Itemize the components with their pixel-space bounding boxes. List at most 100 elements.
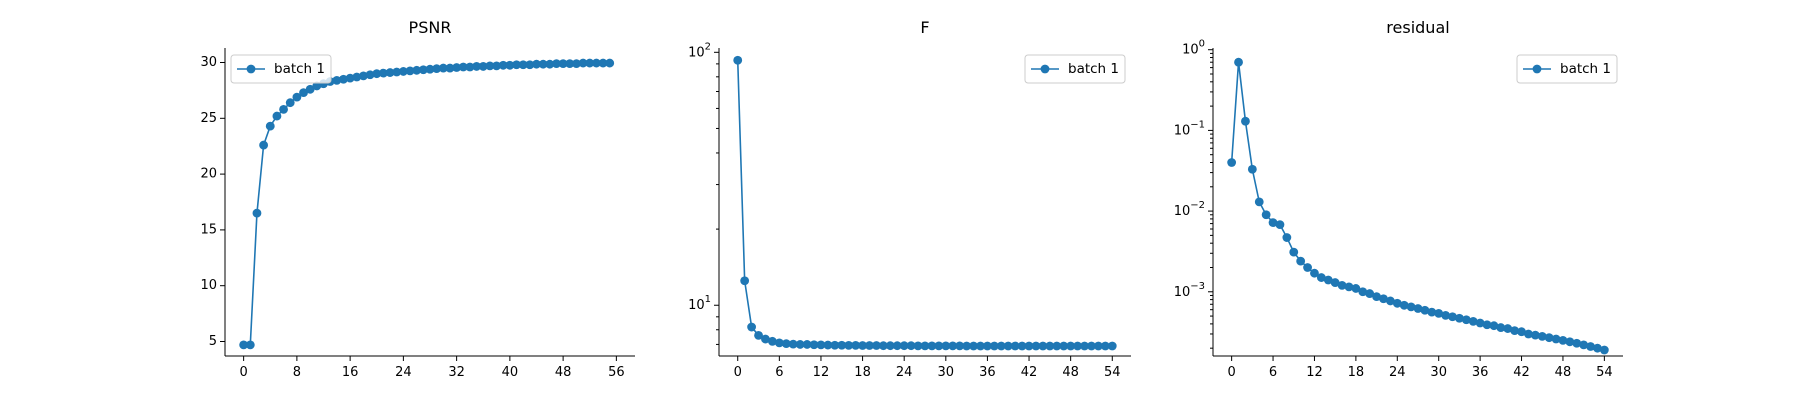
data-point [558, 59, 568, 69]
x-tick-label: 0 [1227, 365, 1235, 380]
y-tick-label: 10−1 [1174, 119, 1205, 138]
y-tick-label: 101 [688, 294, 711, 313]
data-point [1247, 164, 1257, 174]
data-point [1038, 341, 1048, 351]
data-point [1059, 341, 1069, 351]
data-point [372, 69, 382, 79]
data-point [1241, 116, 1250, 126]
data-point [1275, 220, 1285, 230]
data-point [1073, 341, 1082, 351]
data-point [989, 341, 999, 351]
data-point [1482, 320, 1492, 330]
y-tick-label: 10−2 [1174, 200, 1205, 219]
data-point [1392, 298, 1402, 308]
data-point [1365, 289, 1375, 298]
data-point [332, 75, 342, 85]
data-point [802, 340, 812, 349]
data-point [892, 341, 902, 351]
x-tick-label: 8 [293, 365, 301, 380]
data-point [552, 59, 561, 69]
data-point [1010, 341, 1020, 351]
chart-title: PSNR [409, 18, 452, 37]
data-point [259, 140, 269, 150]
data-point [837, 340, 847, 350]
legend-frame [1024, 54, 1126, 84]
data-point [532, 59, 541, 69]
data-point [885, 341, 895, 351]
data-point [518, 60, 528, 70]
data-point [1268, 218, 1278, 228]
data-point [379, 68, 388, 78]
data-point [941, 341, 951, 351]
x-tick-label: 36 [979, 365, 996, 380]
data-point [983, 341, 992, 351]
data-point [1420, 305, 1430, 315]
data-point [1579, 340, 1589, 350]
y-tick-label: 30 [200, 55, 217, 70]
data-point [1227, 158, 1237, 167]
subplot-3: residual 0 6 12 18 24 30 36 42 48 54 10−3 10−2 10−1 10… [1174, 18, 1623, 380]
data-point [392, 67, 402, 77]
data-point [1468, 316, 1478, 326]
x-tick-label: 18 [1348, 365, 1365, 380]
data-point [425, 64, 435, 74]
data-point [1496, 323, 1506, 332]
data-point [1330, 278, 1340, 287]
y-tick-label: 102 [688, 41, 711, 60]
x-tick-label: 12 [813, 365, 830, 380]
x-tick-label: 56 [608, 365, 625, 380]
data-point [865, 341, 874, 350]
data-point [809, 340, 819, 350]
data-point [292, 92, 302, 102]
legend: batch 1 [1024, 54, 1126, 84]
legend-marker-icon [1532, 64, 1542, 74]
x-tick-label: 24 [395, 365, 412, 380]
data-point [774, 338, 784, 348]
data-point [1441, 310, 1451, 320]
x-tick-label: 0 [734, 365, 742, 380]
x-tick-label: 18 [854, 365, 871, 380]
data-point [747, 322, 756, 332]
legend-label: batch 1 [1560, 61, 1611, 77]
subplot-2: F 0 6 12 18 24 30 36 42 48 54 101 102 batch 1 [688, 18, 1131, 380]
data-point [1599, 345, 1609, 355]
x-tick-label: 36 [1472, 365, 1489, 380]
data-point [398, 67, 408, 76]
data-point [578, 58, 588, 68]
data-point [1379, 294, 1388, 304]
data-point [405, 66, 415, 76]
x-tick-label: 54 [1596, 365, 1613, 380]
data-point [478, 62, 488, 71]
x-tick-label: 24 [896, 365, 913, 380]
y-tick-label: 100 [1182, 39, 1205, 58]
data-point [1448, 312, 1457, 322]
data-point [1351, 284, 1361, 293]
data-point [412, 65, 422, 75]
data-point [754, 330, 763, 340]
data-point [272, 111, 282, 121]
y-tick-label: 15 [200, 222, 217, 237]
data-point [788, 339, 798, 349]
data-point [962, 341, 972, 351]
data-point [252, 208, 262, 218]
data-point [1461, 315, 1471, 325]
chart-title: F [920, 18, 929, 37]
data-point [768, 336, 777, 346]
data-point [927, 341, 937, 351]
data-point [1399, 300, 1409, 310]
data-point [492, 61, 501, 71]
data-point [445, 63, 455, 73]
data-point [432, 64, 442, 74]
data-point [1537, 331, 1547, 341]
data-point [1107, 341, 1117, 351]
data-point [1289, 247, 1299, 257]
data-point [452, 63, 462, 72]
data-point [1310, 268, 1319, 278]
y-tick-label: 5 [209, 334, 217, 349]
data-point [1524, 329, 1533, 339]
data-point [1413, 304, 1423, 313]
data-point [545, 59, 555, 69]
data-point [1087, 341, 1096, 351]
data-point [906, 341, 916, 351]
data-point [955, 341, 965, 351]
